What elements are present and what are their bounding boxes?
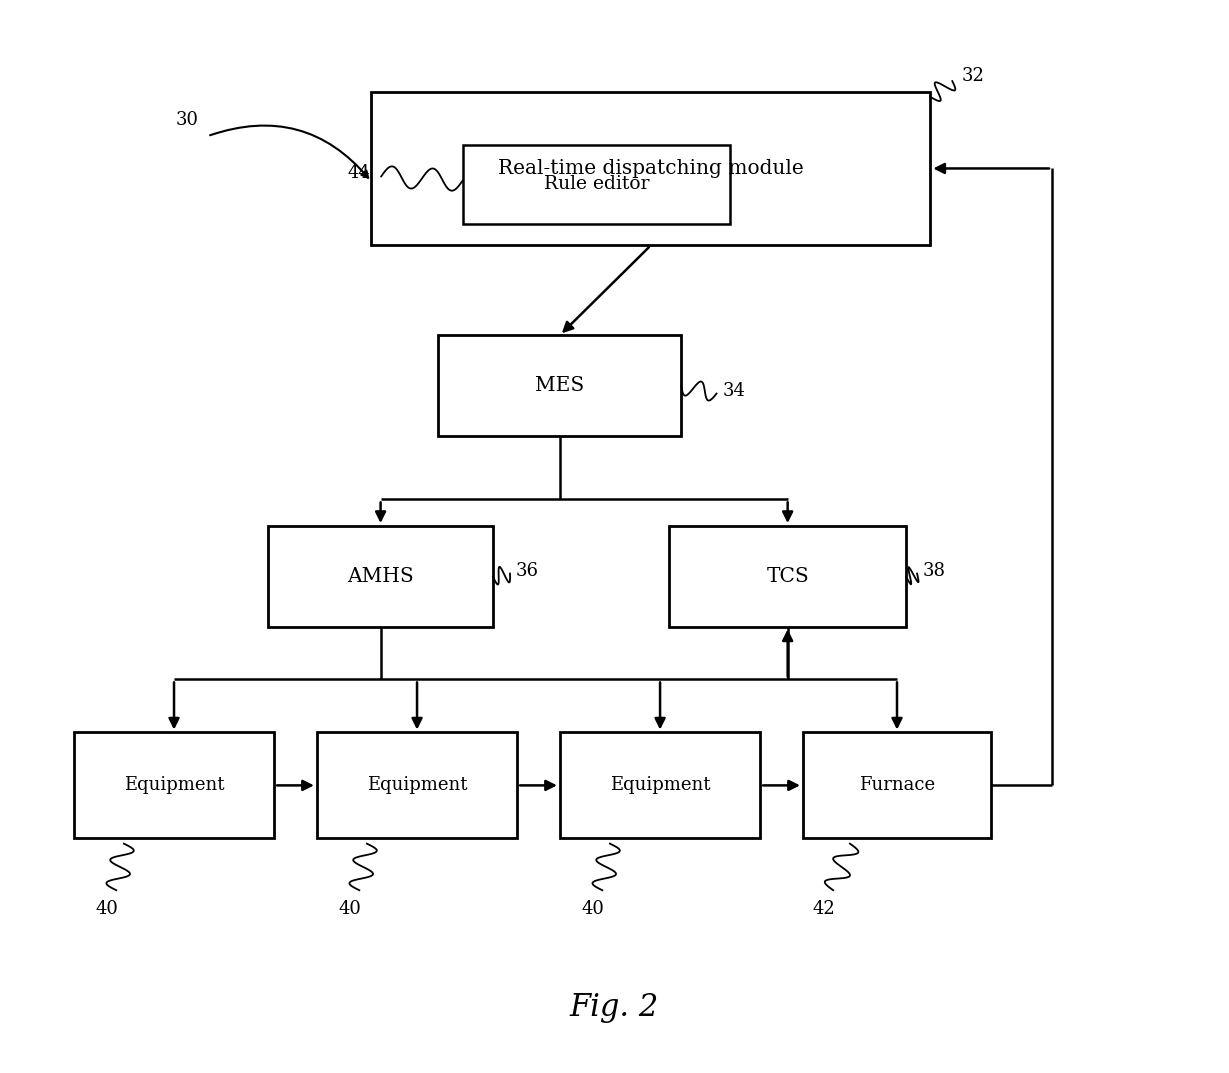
Text: 30: 30: [176, 112, 198, 129]
FancyBboxPatch shape: [268, 526, 493, 627]
Text: 40: 40: [95, 900, 118, 918]
FancyBboxPatch shape: [669, 526, 906, 627]
FancyBboxPatch shape: [439, 335, 681, 436]
Text: 44: 44: [348, 164, 371, 182]
FancyBboxPatch shape: [462, 145, 730, 224]
FancyBboxPatch shape: [317, 733, 517, 838]
Text: Furnace: Furnace: [859, 777, 935, 794]
Text: Fig. 2: Fig. 2: [570, 993, 659, 1024]
FancyBboxPatch shape: [74, 733, 274, 838]
FancyBboxPatch shape: [560, 733, 761, 838]
Text: 40: 40: [338, 900, 361, 918]
Text: Equipment: Equipment: [124, 777, 224, 794]
Text: 40: 40: [581, 900, 605, 918]
Text: 42: 42: [812, 900, 834, 918]
FancyBboxPatch shape: [803, 733, 991, 838]
Text: 34: 34: [723, 382, 745, 400]
Text: Real-time dispatching module: Real-time dispatching module: [498, 159, 804, 178]
Text: AMHS: AMHS: [348, 567, 414, 586]
Text: Equipment: Equipment: [366, 777, 467, 794]
Text: TCS: TCS: [766, 567, 809, 586]
Text: Rule editor: Rule editor: [543, 175, 649, 193]
Text: 36: 36: [515, 562, 538, 580]
Text: 38: 38: [923, 562, 945, 580]
Text: 32: 32: [961, 67, 984, 85]
FancyBboxPatch shape: [371, 91, 930, 246]
Text: MES: MES: [535, 376, 585, 395]
Text: Equipment: Equipment: [610, 777, 710, 794]
